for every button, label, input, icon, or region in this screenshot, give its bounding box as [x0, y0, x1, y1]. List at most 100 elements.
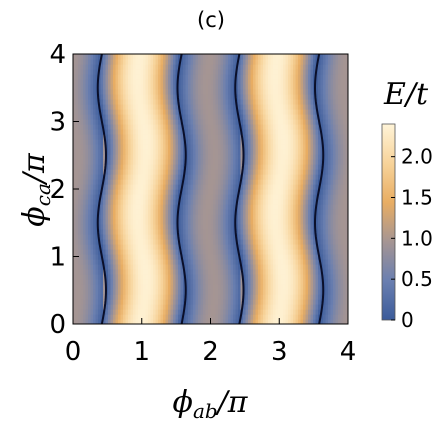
- heatmap-cell: [338, 234, 342, 240]
- heatmap-cell: [283, 314, 287, 320]
- heatmap-cell: [178, 174, 182, 180]
- heatmap-cell: [205, 249, 209, 255]
- heatmap-cell: [105, 94, 109, 100]
- heatmap-cell: [75, 269, 79, 275]
- heatmap-cell: [73, 99, 77, 105]
- heatmap-cell: [235, 114, 239, 120]
- heatmap-cell: [258, 194, 262, 200]
- heatmap-cell: [280, 229, 284, 235]
- heatmap-cell: [218, 284, 222, 290]
- heatmap-cell: [98, 124, 102, 130]
- heatmap-cell: [253, 254, 257, 260]
- heatmap-cell: [100, 174, 104, 180]
- heatmap-cell: [80, 159, 84, 165]
- heatmap-cell: [305, 139, 309, 145]
- heatmap-cell: [110, 249, 114, 255]
- heatmap-cell: [345, 144, 348, 150]
- heatmap-cell: [213, 229, 217, 235]
- heatmap-cell: [218, 114, 222, 120]
- heatmap-cell: [230, 204, 234, 210]
- heatmap-cell: [190, 234, 194, 240]
- heatmap-cell: [228, 234, 232, 240]
- heatmap-cell: [155, 204, 159, 210]
- heatmap-cell: [205, 304, 209, 310]
- heatmap-cell: [310, 144, 314, 150]
- heatmap-cell: [255, 289, 259, 295]
- heatmap-cell: [290, 234, 294, 240]
- heatmap-cell: [173, 309, 177, 315]
- heatmap-cell: [303, 269, 307, 275]
- heatmap-cell: [228, 224, 232, 230]
- heatmap-cell: [330, 149, 334, 155]
- heatmap-cell: [198, 139, 202, 145]
- heatmap-cell: [165, 254, 169, 260]
- heatmap-cell: [288, 294, 292, 300]
- heatmap-cell: [120, 259, 124, 265]
- heatmap-cell: [345, 219, 348, 225]
- heatmap-cell: [125, 114, 129, 120]
- heatmap-cell: [108, 194, 112, 200]
- heatmap-cell: [85, 259, 89, 265]
- heatmap-cell: [100, 304, 104, 310]
- heatmap-cell: [183, 214, 187, 220]
- heatmap-cell: [78, 134, 82, 140]
- heatmap-cell: [303, 249, 307, 255]
- heatmap-cell: [153, 274, 157, 280]
- heatmap-cell: [280, 274, 284, 280]
- heatmap-cell: [345, 159, 348, 165]
- heatmap-cell: [135, 249, 139, 255]
- heatmap-cell: [100, 279, 104, 285]
- heatmap-cell: [228, 264, 232, 270]
- heatmap-cell: [243, 224, 247, 230]
- heatmap-cell: [145, 314, 149, 320]
- heatmap-cell: [213, 149, 217, 155]
- heatmap-cell: [275, 139, 279, 145]
- heatmap-cell: [260, 219, 264, 225]
- heatmap-cell: [128, 289, 132, 295]
- heatmap-cell: [225, 309, 229, 315]
- heatmap-cell: [308, 204, 312, 210]
- heatmap-cell: [185, 229, 189, 235]
- heatmap-cell: [310, 134, 314, 140]
- heatmap-cell: [318, 279, 322, 285]
- heatmap-cell: [205, 174, 209, 180]
- heatmap-cell: [208, 314, 212, 320]
- heatmap-cell: [98, 144, 102, 150]
- heatmap-cell: [205, 254, 209, 260]
- heatmap-cell: [233, 139, 237, 145]
- heatmap-cell: [133, 174, 137, 180]
- heatmap-cell: [228, 159, 232, 165]
- heatmap-cell: [218, 139, 222, 145]
- heatmap-cell: [238, 224, 242, 230]
- heatmap-cell: [93, 94, 97, 100]
- heatmap-cell: [225, 289, 229, 295]
- heatmap-cell: [220, 194, 224, 200]
- heatmap-cell: [125, 154, 129, 160]
- heatmap-cell: [278, 259, 282, 265]
- heatmap-cell: [213, 294, 217, 300]
- heatmap-cell: [218, 119, 222, 125]
- heatmap-cell: [128, 234, 132, 240]
- heatmap-cell: [260, 119, 264, 125]
- heatmap-cell: [140, 279, 144, 285]
- heatmap-cell: [215, 289, 219, 295]
- heatmap-cell: [130, 244, 134, 250]
- heatmap-cell: [290, 289, 294, 295]
- heatmap-cell: [225, 279, 229, 285]
- heatmap-cell: [110, 219, 114, 225]
- heatmap-cell: [218, 234, 222, 240]
- heatmap-cell: [115, 109, 119, 115]
- heatmap-cell: [95, 199, 99, 205]
- heatmap-cell: [270, 229, 274, 235]
- heatmap-cell: [108, 154, 112, 160]
- heatmap-cell: [333, 289, 337, 295]
- heatmap-cell: [123, 204, 127, 210]
- heatmap-cell: [333, 159, 337, 165]
- heatmap-cell: [193, 234, 197, 240]
- heatmap-cell: [80, 99, 84, 105]
- heatmap-cell: [158, 139, 162, 145]
- heatmap-cell: [198, 134, 202, 140]
- heatmap-cell: [323, 244, 327, 250]
- heatmap-cell: [173, 274, 177, 280]
- heatmap-cell: [268, 114, 272, 120]
